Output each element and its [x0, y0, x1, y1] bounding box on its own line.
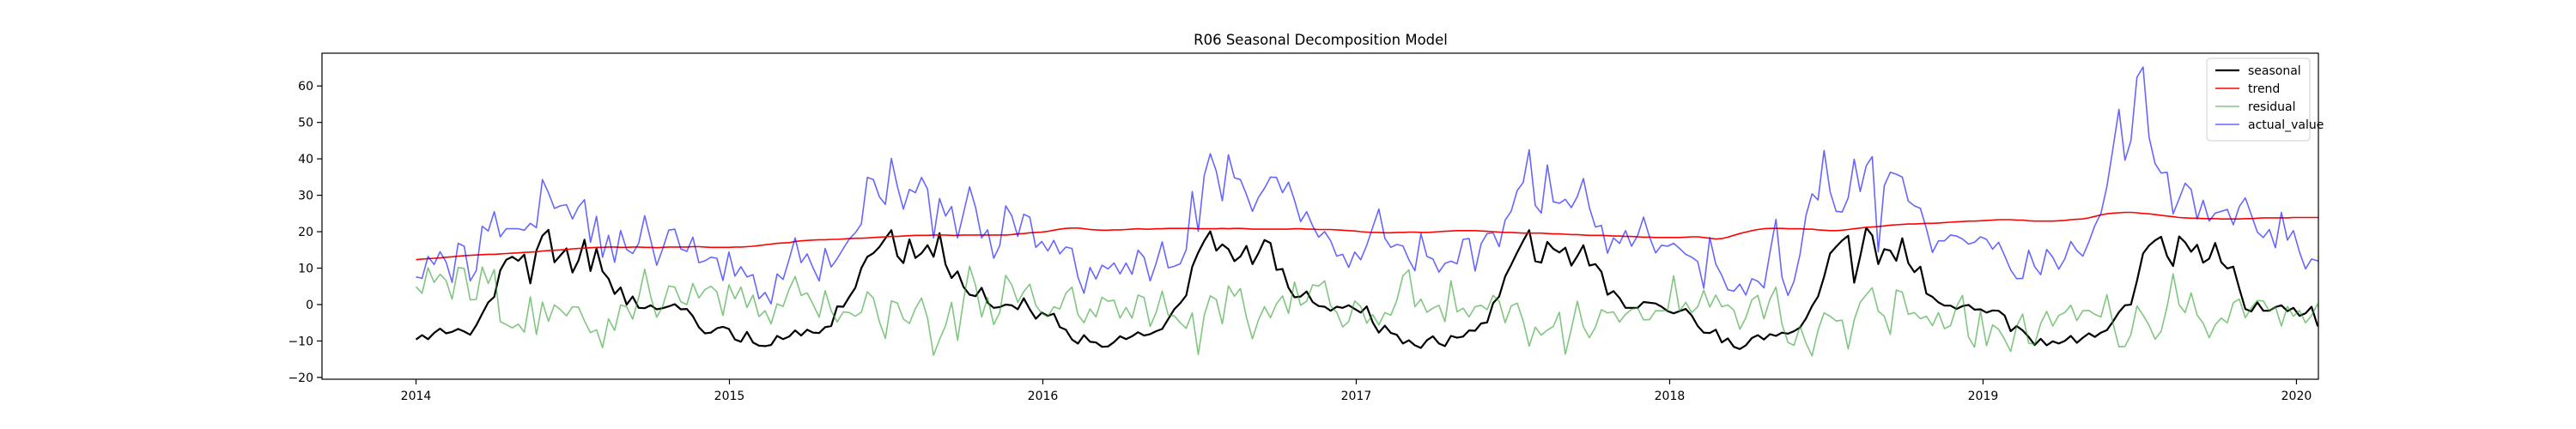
- y-tick-label: 40: [298, 153, 313, 166]
- y-tick-label: 10: [298, 263, 313, 276]
- axes: 2014 2015 2016 2017 2018 2019 2020 −20 −10 0 10 20 3…: [288, 52, 2319, 403]
- series-line-trend: [416, 211, 2318, 261]
- legend-box: [2206, 57, 2311, 142]
- x-tick-label: 2017: [1341, 390, 1372, 403]
- series-line-actual-value: [416, 66, 2318, 305]
- y-tick-label: −20: [288, 372, 313, 385]
- legend-label-residual: residual: [2248, 100, 2295, 114]
- legend-label-trend: trend: [2248, 82, 2280, 96]
- x-tick-label: 2020: [2281, 390, 2312, 403]
- x-tick-label: 2016: [1028, 390, 1059, 403]
- x-tick-label: 2018: [1655, 390, 1686, 403]
- y-tick-label: 30: [298, 190, 313, 203]
- plot-frame: [321, 52, 2319, 380]
- x-tick-label: 2019: [1968, 390, 1999, 403]
- series-line-seasonal: [415, 227, 2318, 350]
- y-tick-label: 60: [298, 80, 313, 94]
- x-tick-label: 2015: [714, 390, 745, 403]
- legend: seasonal trend residual actual_value: [2206, 57, 2324, 142]
- y-tick-label: 0: [306, 299, 313, 312]
- y-tick-label: 20: [298, 226, 313, 239]
- series-line-residual: [415, 265, 2318, 357]
- chart-title: R06 Seasonal Decomposition Model: [1194, 32, 1448, 48]
- series-lines: [415, 66, 2318, 357]
- y-tick-label: 50: [298, 117, 313, 130]
- legend-label-seasonal: seasonal: [2248, 64, 2301, 78]
- x-tick-label: 2014: [401, 390, 432, 403]
- y-tick-label: −10: [288, 335, 313, 348]
- legend-label-actual-value: actual_value: [2248, 118, 2324, 132]
- plot-area: [415, 66, 2318, 357]
